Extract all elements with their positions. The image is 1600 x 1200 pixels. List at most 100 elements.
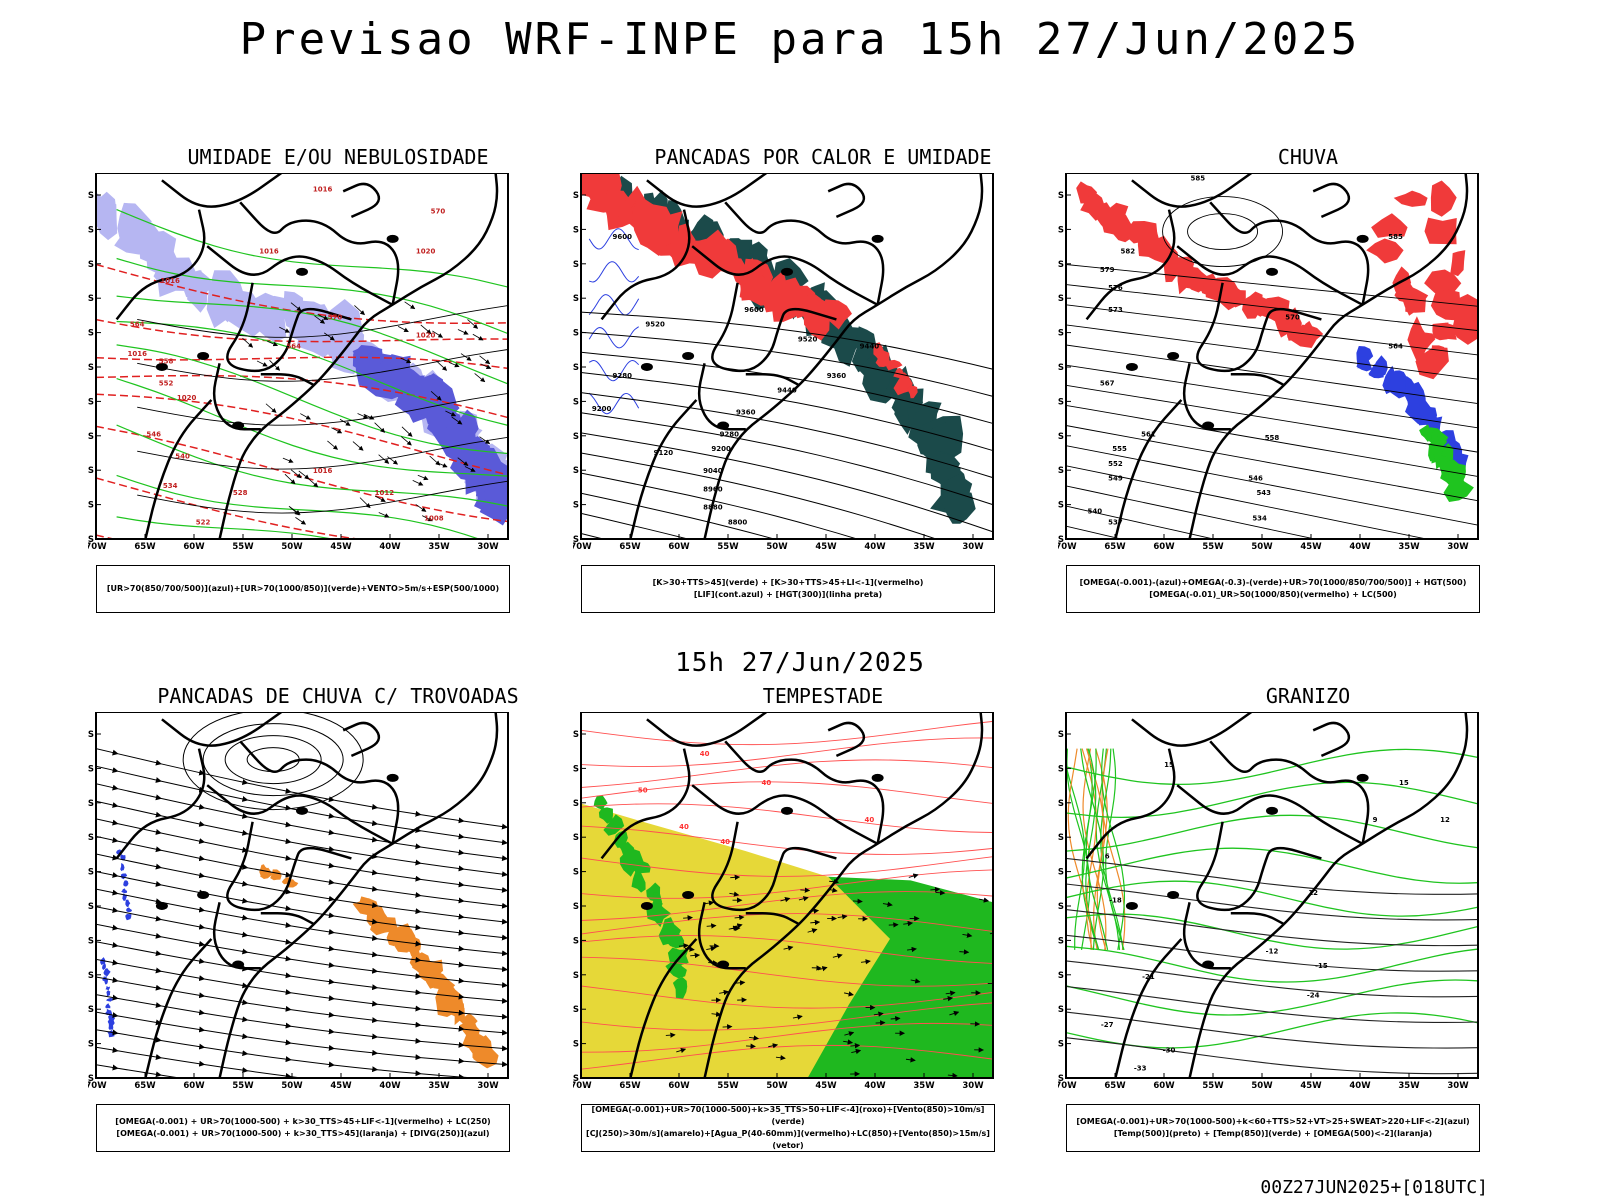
state-border	[1114, 399, 1183, 539]
lon-tick-label: 70W	[88, 542, 107, 552]
lon-tick-label: 50W	[766, 542, 788, 552]
contour-label: 9280	[612, 372, 632, 380]
lat-tick-label: 21S	[573, 833, 579, 843]
wind-vector	[354, 305, 365, 316]
k-tts-green	[830, 317, 859, 367]
hgt300-contour	[581, 472, 859, 539]
divg-blue	[125, 899, 131, 908]
lon-tick-label: 60W	[1153, 542, 1175, 552]
lon-tick-label: 40W	[864, 542, 886, 552]
wind-vector-15	[962, 932, 973, 938]
lat-tick-label: 21S	[1058, 294, 1064, 304]
omega-ur-red	[1137, 226, 1160, 257]
lake-marker	[682, 352, 695, 360]
wind-vector-15	[908, 873, 919, 879]
k-tts-li-red	[886, 359, 903, 371]
contour-label: 1016	[313, 185, 333, 193]
wind-vector-15	[890, 1015, 901, 1022]
wind-vector-15	[989, 932, 993, 935]
state-border	[1196, 282, 1322, 373]
lc850-streamline	[581, 803, 993, 833]
omega-ur-red	[1366, 238, 1404, 264]
lat-tick-label: 24S	[573, 329, 579, 339]
omega-ur-red	[1405, 289, 1426, 313]
wind-vector	[467, 319, 479, 329]
wind-vector-15	[860, 959, 871, 965]
lake-marker	[197, 891, 210, 899]
state-border	[646, 173, 768, 208]
state-border	[1312, 182, 1351, 219]
omega-ur-red	[1450, 250, 1466, 277]
thickness-contour	[96, 356, 508, 370]
lat-tick-label: 33S	[1058, 971, 1064, 981]
map-base	[1085, 173, 1469, 539]
divg-blue	[105, 1008, 113, 1015]
wind-vector-15	[935, 890, 946, 896]
contour-label: 552	[159, 379, 174, 387]
wind-vector	[314, 315, 326, 324]
lat-tick-label: 36S	[1058, 1005, 1064, 1015]
state-border	[1085, 748, 1176, 860]
contour-label: 576	[1108, 284, 1123, 292]
state-border	[206, 784, 394, 845]
wind-vector	[290, 469, 302, 479]
map-content: 9600 9520 9440 9360 9280 9200 9120 9040 8960 8880…	[581, 173, 993, 539]
contour-label: 570	[328, 313, 343, 321]
wind850-green	[598, 807, 613, 824]
streamline-250	[96, 853, 508, 925]
streamline-250	[96, 906, 508, 973]
contour-label: 15	[1164, 761, 1174, 769]
coastline	[1188, 173, 1469, 539]
wind-vector	[378, 512, 390, 518]
lat-tick-label: 21S	[88, 833, 94, 843]
lake-marker	[1167, 352, 1180, 360]
lon-tick-label: 30W	[962, 1081, 984, 1091]
state-border	[115, 209, 206, 321]
lon-tick-label: 40W	[379, 542, 401, 552]
wind-vector-15	[943, 995, 954, 1002]
temp500-contour	[1066, 857, 1478, 895]
panel-umidade: UMIDADE E/OU NEBULOSIDADE 1016 1016 1016 10…	[88, 145, 588, 625]
legend-line-2: [OMEGA(-0.01)_UR>50(1000/850)(vermelho) …	[1149, 590, 1397, 599]
wind-vector-15	[704, 900, 715, 906]
lon-tick-label: 60W	[183, 1081, 205, 1091]
wind-vector	[445, 410, 457, 417]
k-tts-li-red	[713, 238, 739, 273]
moisture-contour	[116, 320, 508, 426]
panel-title: PANCADAS POR CALOR E UMIDADE	[654, 145, 992, 169]
lake-marker	[781, 267, 793, 276]
wind-vector-15	[810, 919, 821, 926]
wind-vector	[295, 517, 307, 525]
wind-vector-15	[903, 920, 914, 927]
lat-tick-label: 30S	[1058, 936, 1064, 946]
lon-tick-label: 50W	[281, 1081, 303, 1091]
lat-tick-label: 15S	[1058, 764, 1064, 774]
panel-legend: [OMEGA(-0.001)+UR>70(1000-500)+k>35_TTS>…	[581, 1104, 995, 1152]
state-border	[629, 938, 698, 1078]
omega-ur-red	[1431, 345, 1447, 359]
omega-blue	[1368, 363, 1385, 379]
wind-vector-15	[706, 923, 717, 929]
wind-vector-15	[728, 925, 739, 931]
wind-vector-15	[930, 886, 941, 893]
lat-tick-label: 12S	[88, 191, 94, 201]
wind-vector-15	[959, 949, 970, 955]
lat-tick-label: 27S	[1058, 363, 1064, 373]
contour-label: 564	[1388, 343, 1403, 351]
lake-marker	[1125, 901, 1138, 910]
wind-vector	[412, 480, 424, 486]
contour-label: 9440	[860, 343, 880, 351]
wind-vector-15	[678, 943, 689, 949]
legend-line-2: [LIF](cont.azul) + [HGT(300)](linha pret…	[693, 590, 883, 599]
legend-line-1: [OMEGA(-0.001)-(azul)+OMEGA(-0.3)-(verde…	[1079, 578, 1467, 587]
lon-tick-label: 35W	[913, 542, 935, 552]
hgt300-contour	[581, 412, 993, 506]
lake-marker	[232, 960, 245, 969]
divg-blue	[105, 1003, 111, 1009]
contour-label: 549	[1108, 474, 1123, 482]
wind-vector	[324, 332, 335, 341]
lake-marker	[682, 891, 695, 899]
contour-label: -33	[1134, 1065, 1147, 1073]
lat-tick-label: 30S	[573, 397, 579, 407]
streamline-250	[96, 765, 508, 846]
